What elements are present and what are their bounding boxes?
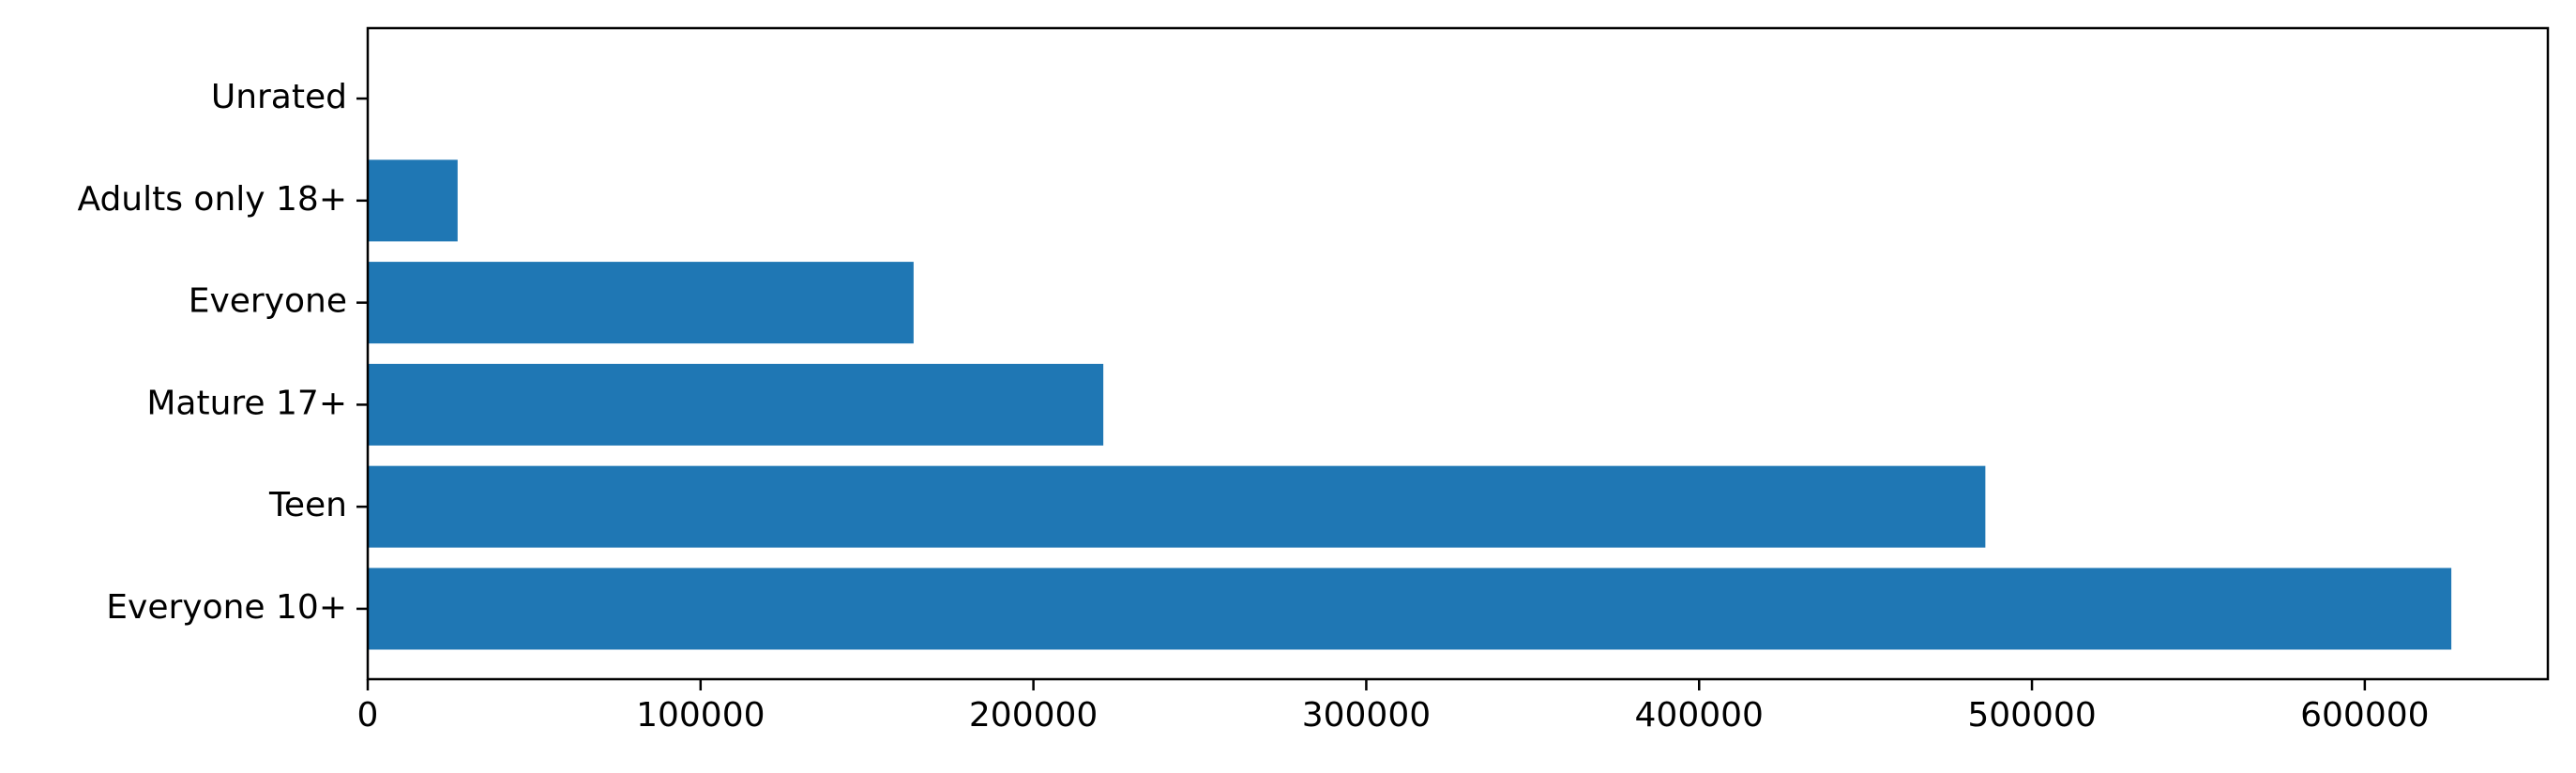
bar-everyone [368, 262, 914, 344]
x-tick-label: 100000 [636, 696, 765, 735]
x-tick-label: 500000 [1967, 696, 2096, 735]
y-tick-label: Teen [268, 486, 347, 524]
x-tick-label: 400000 [1635, 696, 1764, 735]
x-tick-label: 300000 [1302, 696, 1431, 735]
x-tick-label: 200000 [969, 696, 1098, 735]
y-tick-label: Everyone 10+ [106, 588, 347, 627]
bars-group [368, 159, 2452, 650]
bar-everyone-10 [368, 568, 2452, 650]
y-axis: Everyone 10+ Teen Mature 17+ Everyone Adults… [77, 78, 368, 627]
bar-teen [368, 465, 1986, 548]
y-tick-label: Adults only 18+ [77, 180, 347, 219]
bar-mature-17 [368, 363, 1104, 446]
x-axis: 0 100000 200000 300000 400000 500000 600000 [357, 679, 2430, 735]
x-tick-label: 0 [357, 696, 379, 735]
bar-adults-only-18 [368, 159, 458, 242]
y-tick-label: Unrated [211, 78, 347, 116]
plot-frame [366, 26, 2550, 681]
y-tick-label: Everyone [189, 282, 347, 321]
y-tick-label: Mature 17+ [146, 384, 347, 422]
x-tick-label: 600000 [2300, 696, 2429, 735]
